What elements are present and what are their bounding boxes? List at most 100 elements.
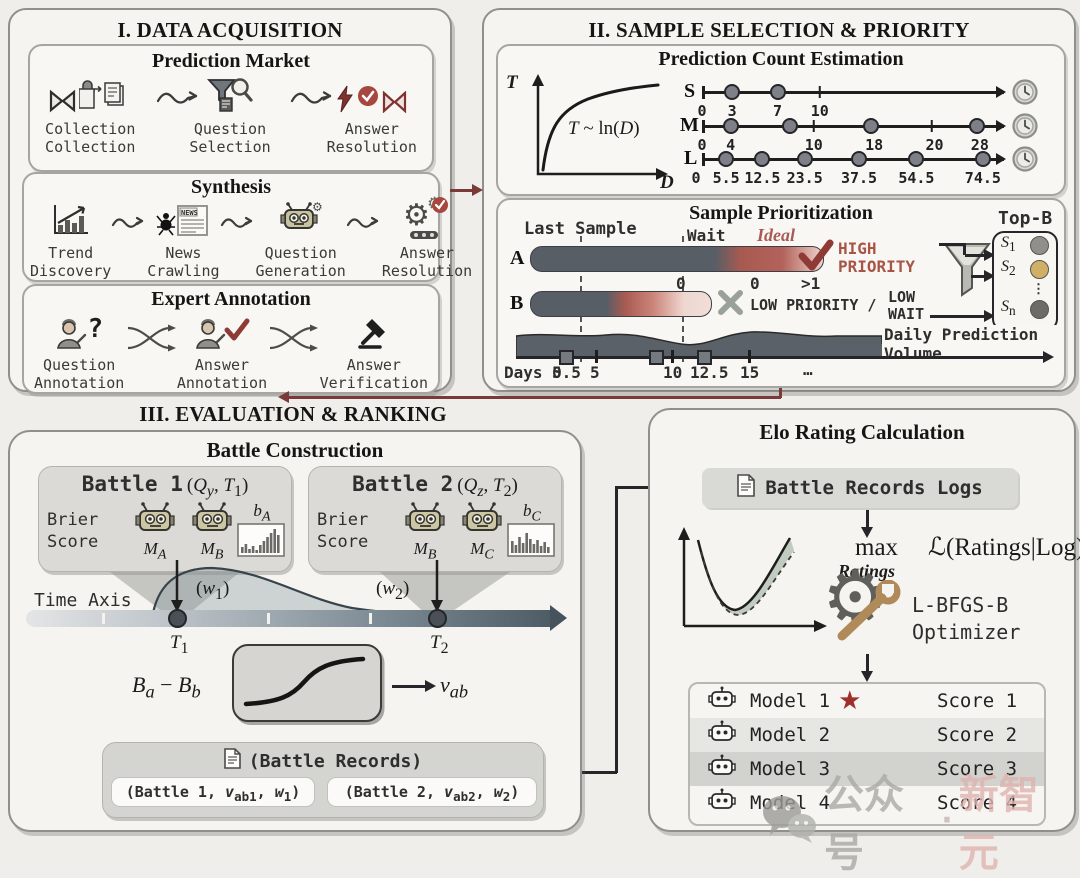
wavy-arrow-icon <box>111 214 147 237</box>
clock-icon <box>1012 79 1038 110</box>
svg-text:NEWS: NEWS <box>181 209 198 217</box>
battle-2-hist-label: bC <box>523 501 541 525</box>
likelihood-formula: ℒ(Ratings|Log) <box>928 534 1080 561</box>
model-name: Model 2 <box>750 724 831 746</box>
trend-chart-icon <box>51 203 91 242</box>
check-circle-icon <box>357 85 379 112</box>
document-icon <box>737 474 756 502</box>
time-axis-arrowhead <box>550 605 567 631</box>
mic-documents-icon <box>78 79 131 118</box>
t2-label: T2 <box>430 632 449 657</box>
low-priority-label: LOW PRIORITY / <box>750 296 877 314</box>
high-priority-label: HIGH PRIORITY <box>838 239 916 276</box>
prediction-count-box: Prediction Count Estimation T D T ~ ln(D… <box>496 44 1066 196</box>
t2-dot <box>428 609 447 628</box>
ratings-subscript: Ratings <box>838 561 896 581</box>
timeline-m <box>702 117 1006 134</box>
model-name: Model 1 <box>750 690 831 712</box>
step-question-selection: Question Selection <box>189 78 271 156</box>
step-label: Collection Collection <box>45 120 136 156</box>
step-label: News Crawling <box>147 244 220 280</box>
star-icon: ★ <box>838 686 862 715</box>
timeline-l <box>702 150 1006 167</box>
model-row-2: Model 2 Score 2 <box>690 718 1044 752</box>
funnel-arrow-top-line <box>939 243 965 246</box>
sample-a-bar <box>530 246 824 272</box>
bar-a-label: A <box>510 247 525 269</box>
step-question-annotation: ? Question Annotation <box>34 314 124 392</box>
battle-construction-title: Battle Construction <box>206 438 384 462</box>
step-label: Question Annotation <box>34 356 125 392</box>
t1-label: T1 <box>170 632 189 657</box>
svg-text:⚙: ⚙ <box>312 201 323 214</box>
step-answer-verification: Answer Verification <box>320 314 428 392</box>
wait-label: Wait <box>687 226 726 245</box>
histogram-icon <box>507 523 555 562</box>
robot-icon <box>134 501 176 544</box>
step-label: Trend Discovery <box>30 244 112 280</box>
battle-record-pill-2: (Battle 2, vab2, w2) <box>327 777 537 807</box>
brier-diff-formula: Ba − Bb <box>132 672 201 702</box>
step-question-generation: ⚙ Question Generation <box>256 200 346 280</box>
time-axis-bar <box>26 610 550 627</box>
sample-b-bar <box>530 291 712 317</box>
battle-1-m1: MA <box>143 539 167 563</box>
sp-title: Sample Prioritization <box>689 202 873 224</box>
pce-title: Prediction Count Estimation <box>658 48 904 70</box>
topb-box: S1 S2 ⋮ Sn <box>992 231 1058 331</box>
x-mark-icon <box>717 289 744 321</box>
section3-title: III. EVALUATION & RANKING <box>139 402 447 426</box>
slot-sn: Sn <box>1001 298 1016 319</box>
timeline-s <box>702 83 1006 100</box>
formula-arrow-2 <box>392 685 426 688</box>
annotator-question-icon: ? <box>55 314 103 354</box>
model-row-1: Model 1 ★ Score 1 <box>690 684 1044 718</box>
step-collection: Collection Collection <box>45 78 135 156</box>
brier-score-label: Brier Score <box>47 510 99 553</box>
robot-icon <box>404 501 446 544</box>
w1-label: (w1) <box>196 578 230 603</box>
battle-1-m2: MB <box>200 539 224 563</box>
days-axis <box>516 356 1044 359</box>
model-row-4: Model 4 Score 4 <box>690 786 1044 820</box>
panel-elo-rating: Elo Rating Calculation Battle Records Lo… <box>648 408 1080 876</box>
slot-s1: S1 <box>1001 234 1016 255</box>
weighting-overlay <box>110 560 510 617</box>
max-operator: max <box>855 534 899 561</box>
wavy-arrow-icon <box>156 88 202 113</box>
synthesis-box: Synthesis Trend Discovery NEWS News Craw… <box>22 172 472 282</box>
step-label: Answer Verification <box>319 356 428 392</box>
robot-icon: ⚙ <box>279 200 323 242</box>
synthesis-title: Synthesis <box>190 176 272 198</box>
battle-2-m1: MB <box>413 539 437 563</box>
model-score: Score 4 <box>937 792 1018 814</box>
battle-1-args: (Qy, T1) <box>186 475 249 500</box>
wavy-arrow-icon <box>290 88 336 113</box>
optimizer-label: L-BFGS-B Optimizer <box>912 593 1021 644</box>
battle-2-m2: MC <box>470 539 494 563</box>
model-score: Score 2 <box>937 724 1018 746</box>
section2-title: II. SAMPLE SELECTION & PRIORITY <box>588 18 970 42</box>
flow-2-to-3-vert <box>779 388 782 398</box>
battle-record-pill-1: (Battle 1, vab1, w1) <box>111 777 315 807</box>
logs-down-arrow <box>866 510 869 528</box>
low-wait-label: LOW WAIT <box>888 288 925 324</box>
step-trend-discovery: Trend Discovery <box>30 202 111 280</box>
plot-ylabel: T <box>506 72 518 93</box>
sample-prioritization-box: Sample Prioritization Last Sample Wait I… <box>496 198 1066 388</box>
spider-news-icon: NEWS <box>156 203 210 242</box>
convex-loss-plot <box>668 522 838 643</box>
battle-1-hist-label: bA <box>253 501 271 525</box>
sigmoid-box <box>232 644 382 722</box>
step-answer-annotation: Answer Annotation <box>177 314 267 392</box>
cross-arrows-icon <box>267 324 319 357</box>
check-mark-icon <box>798 239 834 276</box>
panel-data-acquisition: I. DATA ACQUISITION Prediction Market Co… <box>8 8 472 394</box>
battle-records-logs-label: Battle Records Logs <box>765 477 983 499</box>
model-name: Model 3 <box>750 758 831 780</box>
clock-icon <box>1012 113 1038 144</box>
bar-b-label: B <box>510 292 524 314</box>
model-row-3: Model 3 Score 3 <box>690 752 1044 786</box>
timeline-l-labels: 0 5.5 12.5 23.5 37.5 54.5 74.5 <box>691 169 1001 187</box>
optimizer-gear-icon: ⚙ <box>822 562 912 662</box>
